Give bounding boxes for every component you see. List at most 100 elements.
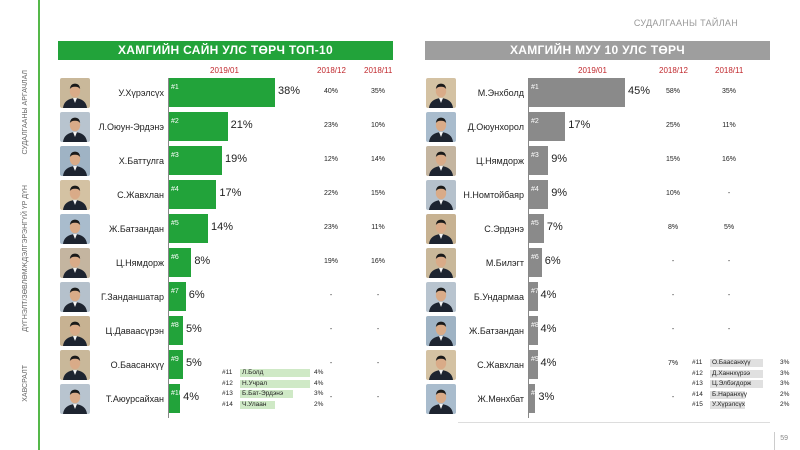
person-icon <box>426 146 456 176</box>
extra-name: У.Хүрэлсүх <box>712 401 745 408</box>
page-corner-line <box>774 432 775 450</box>
period-header-2: 2018/11 <box>715 66 744 75</box>
politician-name: Ц.Нямдорж <box>115 258 164 268</box>
sidebar-section-results[interactable]: ДЭЛГЭРЭНГҮЙ ҮР ДҮН <box>22 185 29 262</box>
prev-period-value: 58% <box>665 88 680 95</box>
period-header-2: 2018/11 <box>364 66 393 75</box>
value-bar <box>169 282 186 311</box>
prev-period-value: 25% <box>665 122 680 129</box>
rank-label: #3 <box>531 152 539 159</box>
politician-name: Б.Ундармаа <box>473 292 524 302</box>
extra-name: Ц.Элбэгдорж <box>712 380 752 387</box>
extra-rank-row: #13 Б.Бат-Эрдэнэ 3% <box>222 389 332 399</box>
value-bar <box>169 350 183 379</box>
value-bar <box>529 146 549 175</box>
prev-period-value: 12% <box>323 156 338 163</box>
extra-rank-row: #15 У.Хүрэлсүх 2% <box>692 400 792 410</box>
value-label: 4% <box>540 289 557 301</box>
rank-label: #7 <box>171 288 179 295</box>
extra-rank-row: #13 Ц.Элбэгдорж 3% <box>692 379 792 389</box>
value-label: 5% <box>185 323 202 335</box>
value-label: 7% <box>546 221 563 233</box>
extra-value: 2% <box>780 401 790 408</box>
extra-rank-row: #11 О.Баасанхүү 3% <box>692 358 792 368</box>
politician-photo <box>60 112 90 142</box>
prev-period-value: 10% <box>665 190 680 197</box>
extra-value: 4% <box>314 379 324 387</box>
politician-photo <box>426 384 456 414</box>
value-bar <box>529 78 625 107</box>
rank-label: #8 <box>171 322 179 329</box>
prev-period-value: - <box>329 360 333 367</box>
sidebar-accent-line <box>38 0 40 450</box>
value-bar <box>169 78 275 107</box>
politician-photo <box>426 316 456 346</box>
person-icon <box>426 214 456 244</box>
extra-rank: #12 <box>222 379 233 387</box>
value-bar <box>169 316 183 345</box>
value-bar <box>169 384 181 413</box>
value-bar <box>169 248 192 277</box>
value-label: 9% <box>551 153 568 165</box>
sidebar-section-appendix[interactable]: ХАВСРАЛТ <box>22 365 29 402</box>
prev2-period-value: - <box>376 292 380 299</box>
rank-label: #8 <box>531 322 539 329</box>
prev2-period-value: 11% <box>371 224 385 231</box>
politician-photo <box>60 350 90 380</box>
extra-rank: #14 <box>222 400 233 408</box>
politician-name: М.Билэгт <box>485 258 524 268</box>
politician-name: Н.Номтойбаяр <box>463 190 524 200</box>
politician-name: Г.Занданшатар <box>101 292 164 302</box>
prev2-period-value: 5% <box>723 224 735 231</box>
extra-rank: #13 <box>692 380 703 387</box>
prev2-period-value: - <box>727 326 731 333</box>
rank-label: #1 <box>171 84 179 91</box>
politician-name: С.Жавхлан <box>117 190 164 200</box>
extra-value: 2% <box>780 390 790 398</box>
sidebar-section-conclusion[interactable]: ДҮГНЭЛТ/ЗӨВЛӨМЖ <box>22 262 29 332</box>
prev-period-value: 7% <box>667 360 679 367</box>
rank-label: #10 <box>171 390 183 397</box>
extra-rank-row: #11 Л.Болд 4% <box>222 368 332 378</box>
prev2-period-value: - <box>727 292 731 299</box>
person-icon <box>426 384 456 414</box>
person-icon <box>426 248 456 278</box>
sidebar-section-methodology[interactable]: СУДАЛГААНЫ АРГАЧЛАЛ <box>22 70 29 155</box>
value-label: 17% <box>568 119 591 131</box>
extra-value: 2% <box>314 400 324 408</box>
worst-politicians-title: ХАМГИЙН МУУ 10 УЛС ТӨРЧ <box>425 41 770 60</box>
extra-name: О.Баасанхүү <box>712 359 751 366</box>
extra-rank: #11 <box>222 369 233 376</box>
person-icon <box>60 146 90 176</box>
rank-label: #3 <box>171 152 179 159</box>
prev-period-value: 19% <box>323 258 338 265</box>
extra-name: Б.Наранхүү <box>712 390 747 398</box>
prev-period-value: - <box>671 394 675 401</box>
prev-period-value: - <box>671 292 675 299</box>
prev2-period-value: 10% <box>370 122 385 129</box>
value-label: 19% <box>225 153 248 165</box>
extra-name: Д.Ханнхүрээ <box>712 369 751 377</box>
person-icon <box>60 112 90 142</box>
prev-period-value: 15% <box>665 156 680 163</box>
bar-axis <box>168 78 169 418</box>
rank-label: #7 <box>531 288 539 295</box>
extra-value: 4% <box>314 369 324 376</box>
prev-period-value: 22% <box>323 190 338 197</box>
politician-photo <box>426 248 456 278</box>
rank-label: #5 <box>531 220 539 227</box>
politician-name: О.Баасанхүү <box>110 360 164 370</box>
best-politicians-title: ХАМГИЙН САЙН УЛС ТӨРЧ ТОП-10 <box>58 41 393 60</box>
extra-rank: #12 <box>692 369 703 377</box>
politician-name: Ц.Даваасүрэн <box>105 326 164 336</box>
prev2-period-value: - <box>376 394 380 401</box>
value-label: 3% <box>538 391 555 403</box>
extra-value: 3% <box>780 369 790 377</box>
value-label: 14% <box>211 221 234 233</box>
rank-label: #6 <box>171 254 179 261</box>
prev2-period-value: 35% <box>721 88 736 95</box>
report-title: СУДАЛГААНЫ ТАЙЛАН <box>633 18 738 28</box>
politician-name: М.Энхболд <box>477 88 524 98</box>
extra-bar <box>710 369 763 378</box>
politician-photo <box>60 282 90 312</box>
